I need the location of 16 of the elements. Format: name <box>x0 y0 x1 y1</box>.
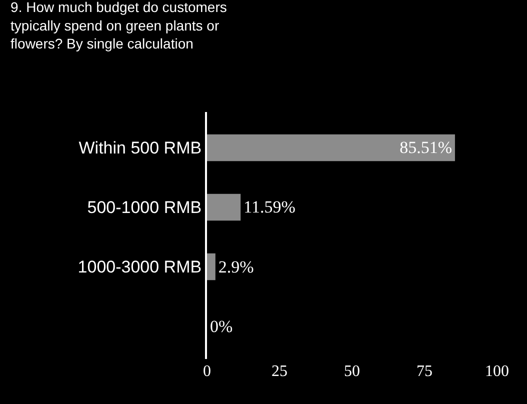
data-label: 85.51% <box>400 138 452 158</box>
y-tick-label: Within 500 RMB <box>78 138 202 158</box>
x-tick-label: 50 <box>344 363 360 380</box>
x-tick-label: 100 <box>485 363 509 380</box>
data-label: 11.59% <box>244 198 296 217</box>
y-tick-label: 1000-3000 RMB <box>78 258 202 277</box>
bar <box>207 253 216 280</box>
bar <box>207 194 241 221</box>
data-label: 2.9% <box>218 257 254 276</box>
y-tick-label: 500-1000 RMB <box>87 198 202 218</box>
x-tick-label: 75 <box>416 363 432 380</box>
bar <box>207 134 455 162</box>
data-label: 0% <box>210 316 233 336</box>
chart-title: 9. How much budget do customers typically spend on green plants or flowers? By single calculation <box>10 0 227 52</box>
x-tick-label: 0 <box>203 363 211 380</box>
x-tick-label: 25 <box>272 363 288 380</box>
